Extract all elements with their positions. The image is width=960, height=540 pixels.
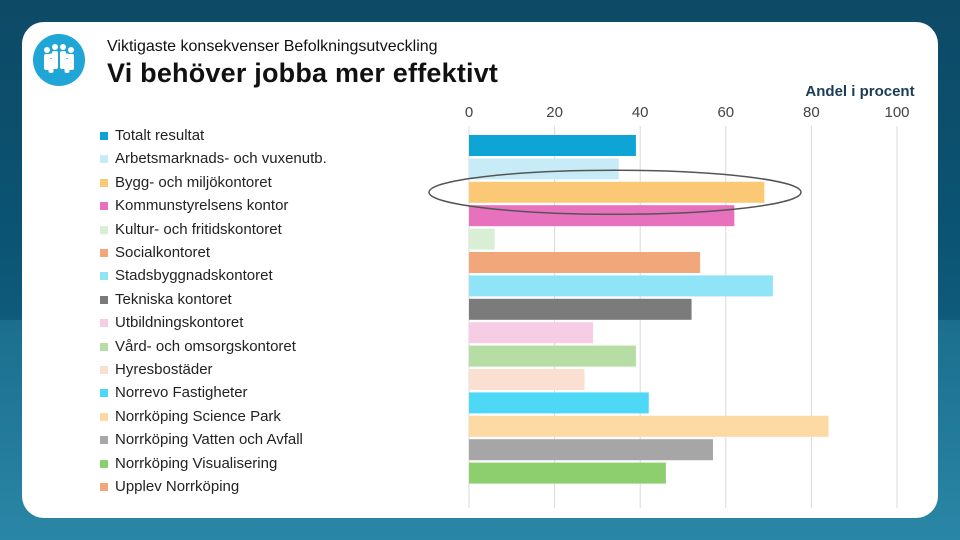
bar xyxy=(469,252,701,273)
legend-label: Totalt resultat xyxy=(115,127,205,144)
legend-swatch xyxy=(100,459,108,468)
legend-label: Hyresbostäder xyxy=(115,361,213,378)
legend-swatch xyxy=(100,436,108,445)
bar xyxy=(469,415,829,437)
bar xyxy=(469,392,649,414)
legend-label: Vård- och omsorgskontoret xyxy=(115,337,296,355)
bar xyxy=(469,181,765,203)
bar xyxy=(469,345,636,367)
bar xyxy=(469,462,666,484)
legend-label: Kultur- och fritidskontoret xyxy=(115,220,282,238)
highlight-ellipse xyxy=(428,169,802,216)
legend-label: Utbildningskontoret xyxy=(115,314,244,332)
x-axis-label: Andel i procent xyxy=(805,83,915,100)
bar xyxy=(469,228,495,250)
legend-swatch xyxy=(100,366,108,374)
bar xyxy=(469,275,773,297)
legend-label: Norrköping Visualisering xyxy=(115,454,278,472)
legend-swatch xyxy=(100,132,108,140)
legend-swatch xyxy=(100,389,108,398)
x-tick-label: 40 xyxy=(631,104,649,121)
bar xyxy=(469,205,735,227)
legend-swatch xyxy=(100,412,108,421)
bar xyxy=(469,369,585,390)
x-tick-label: 80 xyxy=(803,104,820,121)
people-group-icon xyxy=(44,44,74,73)
legend-label: Upplev Norrköping xyxy=(115,478,240,495)
legend-label: Norrevo Fastigheter xyxy=(115,384,248,402)
legend-label: Bygg- och miljökontoret xyxy=(115,173,272,191)
legend-swatch xyxy=(100,178,108,187)
page-title: Vi behöver jobba mer effektivt xyxy=(107,58,499,88)
legend-swatch xyxy=(100,319,108,328)
legend-swatch xyxy=(100,295,108,304)
legend-label: Kommunstyrelsens kontor xyxy=(115,197,289,215)
bar xyxy=(469,135,636,156)
legend-label: Stadsbyggnadskontoret xyxy=(115,267,273,285)
x-tick-label: 60 xyxy=(717,104,735,121)
legend-swatch xyxy=(100,225,108,234)
legend-swatch xyxy=(100,155,108,164)
x-tick-label: 0 xyxy=(464,104,474,121)
legend-swatch xyxy=(100,342,108,351)
legend-label: Arbetsmarknads- och vuxenutb. xyxy=(115,150,327,168)
legend-label: Tekniska kontoret xyxy=(115,290,232,308)
x-tick-label: 20 xyxy=(546,104,563,121)
legend-swatch xyxy=(100,483,108,491)
legend-label: Socialkontoret xyxy=(115,244,211,261)
bar xyxy=(469,298,692,320)
legend-swatch xyxy=(100,272,108,281)
x-tick-label: 100 xyxy=(884,104,910,121)
bar xyxy=(469,439,713,461)
legend-swatch xyxy=(100,249,108,257)
legend-swatch xyxy=(100,202,108,211)
legend-label: Norrköping Vatten och Avfall xyxy=(115,431,303,449)
legend-label: Norrköping Science Park xyxy=(115,407,281,425)
logo-badge xyxy=(33,34,85,86)
slide-supertitle: Viktigaste konsekvenser Befolkningsutvec… xyxy=(107,38,438,55)
bar xyxy=(469,322,594,344)
